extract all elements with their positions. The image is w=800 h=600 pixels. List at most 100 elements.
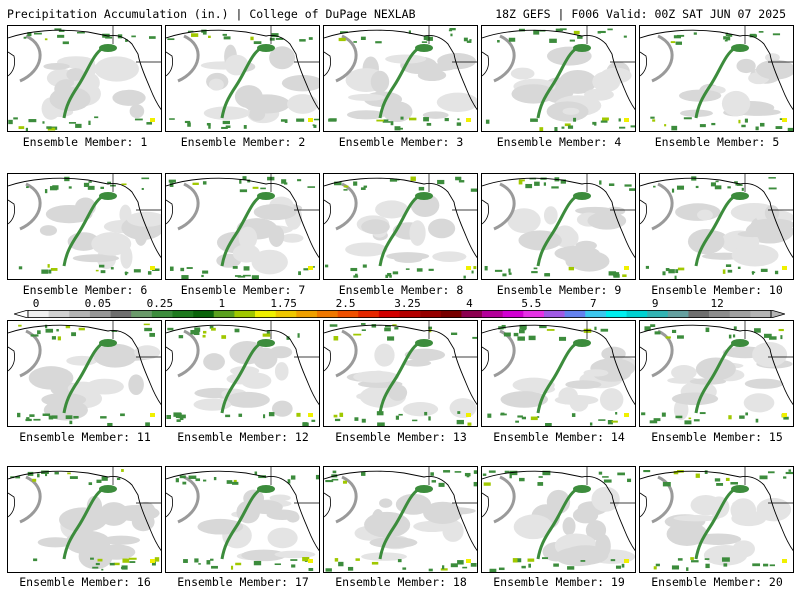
precip-cell: [428, 268, 434, 271]
light-precip-area: [241, 549, 287, 562]
precip-cell: [513, 332, 519, 337]
precip-cell: [37, 330, 41, 335]
cloud-band: [19, 34, 42, 83]
precip-cell: [169, 266, 174, 271]
panel-caption: Ensemble Member: 13: [335, 430, 467, 444]
precip-cell: [361, 471, 366, 476]
precip-cell: [92, 566, 99, 569]
precip-cell: [209, 325, 214, 329]
coastline: [640, 51, 648, 77]
precip-cell: [675, 41, 683, 45]
precip-cell: [714, 185, 722, 190]
political-border: [112, 467, 161, 504]
coastline: [8, 199, 16, 225]
precip-cell: [23, 36, 27, 39]
precip-cell: [382, 121, 391, 123]
light-precip-area: [666, 521, 708, 546]
precip-cell: [489, 568, 497, 572]
coastline: [324, 324, 477, 406]
precip-cell: [51, 336, 56, 340]
precip-cell: [728, 334, 732, 339]
precip-cell: [745, 412, 749, 416]
coastline: [8, 324, 161, 406]
precip-cell: [128, 557, 137, 560]
precip-cell: [598, 419, 606, 421]
precip-cell: [749, 34, 757, 38]
precip-cell: [179, 475, 186, 479]
precip-cell: [498, 567, 505, 571]
precip-band: [694, 194, 736, 267]
light-precip-area: [757, 502, 789, 521]
colorbar-tick-label: 9: [651, 297, 659, 310]
precip-cell: [221, 335, 227, 339]
precip-cell: [428, 568, 433, 572]
coastline: [166, 492, 174, 518]
precip-cell: [428, 416, 431, 421]
precip-cell: [149, 332, 156, 337]
cloud-band: [493, 329, 516, 378]
precip-cell: [225, 414, 231, 418]
light-precip-area: [369, 537, 418, 549]
precip-cell: [64, 176, 70, 182]
ensemble-panel: [323, 173, 478, 280]
coastline: [640, 470, 793, 552]
precip-cell: [457, 118, 460, 121]
precip-cell: [26, 186, 29, 189]
coastline: [482, 51, 490, 77]
precip-band: [62, 194, 104, 267]
light-precip-area: [93, 343, 138, 368]
precip-cell: [203, 479, 207, 482]
precip-cell: [788, 469, 792, 472]
precip-cell: [783, 416, 789, 420]
precip-cell: [600, 328, 609, 332]
precip-cell: [470, 562, 477, 567]
heavy-precip-cell: [782, 559, 787, 563]
precip-cell: [173, 412, 181, 417]
precip-cell: [187, 30, 194, 33]
precip-cell: [415, 485, 433, 493]
precip-cell: [599, 180, 602, 185]
precip-cell: [714, 478, 721, 482]
colorbar-tick-label: 7: [589, 297, 597, 310]
precip-cell: [239, 189, 248, 193]
precip-cell: [763, 333, 772, 338]
light-precip-area: [345, 242, 388, 257]
political-border: [270, 26, 319, 63]
coastline: [482, 346, 490, 372]
precip-cell: [387, 272, 392, 277]
ensemble-panel: [639, 320, 794, 427]
heavy-precip-cell: [466, 118, 471, 122]
light-precip-area: [572, 507, 599, 524]
coastline: [640, 346, 648, 372]
precip-band: [536, 194, 578, 267]
coastline: [482, 470, 635, 552]
precip-cell: [243, 274, 251, 277]
precipitation-map: [8, 26, 161, 131]
precip-cell: [107, 422, 113, 426]
precip-cell: [334, 418, 341, 422]
political-border: [270, 321, 319, 358]
light-precip-area: [750, 218, 793, 231]
precip-cell: [243, 125, 247, 129]
light-precip-area: [120, 245, 133, 269]
coastline: [640, 29, 793, 111]
precip-cell: [47, 127, 56, 131]
colorbar-swatch: [378, 310, 400, 318]
light-precip-area: [422, 111, 449, 119]
precip-cell: [437, 179, 445, 185]
ensemble-panel: [7, 25, 162, 132]
colorbar-swatch: [647, 310, 669, 318]
precip-cell: [546, 329, 555, 331]
heavy-precip-cell: [308, 266, 313, 270]
precip-cell: [360, 187, 366, 190]
heavy-precip-cell: [782, 266, 787, 270]
precip-cell: [457, 560, 464, 565]
precip-cell: [87, 185, 95, 190]
precip-cell: [361, 329, 366, 331]
precip-cell: [673, 35, 682, 39]
precip-band: [694, 487, 736, 560]
light-precip-area: [601, 346, 626, 362]
cloud-band: [651, 34, 674, 83]
ensemble-panel: [165, 320, 320, 427]
political-border: [112, 26, 161, 63]
